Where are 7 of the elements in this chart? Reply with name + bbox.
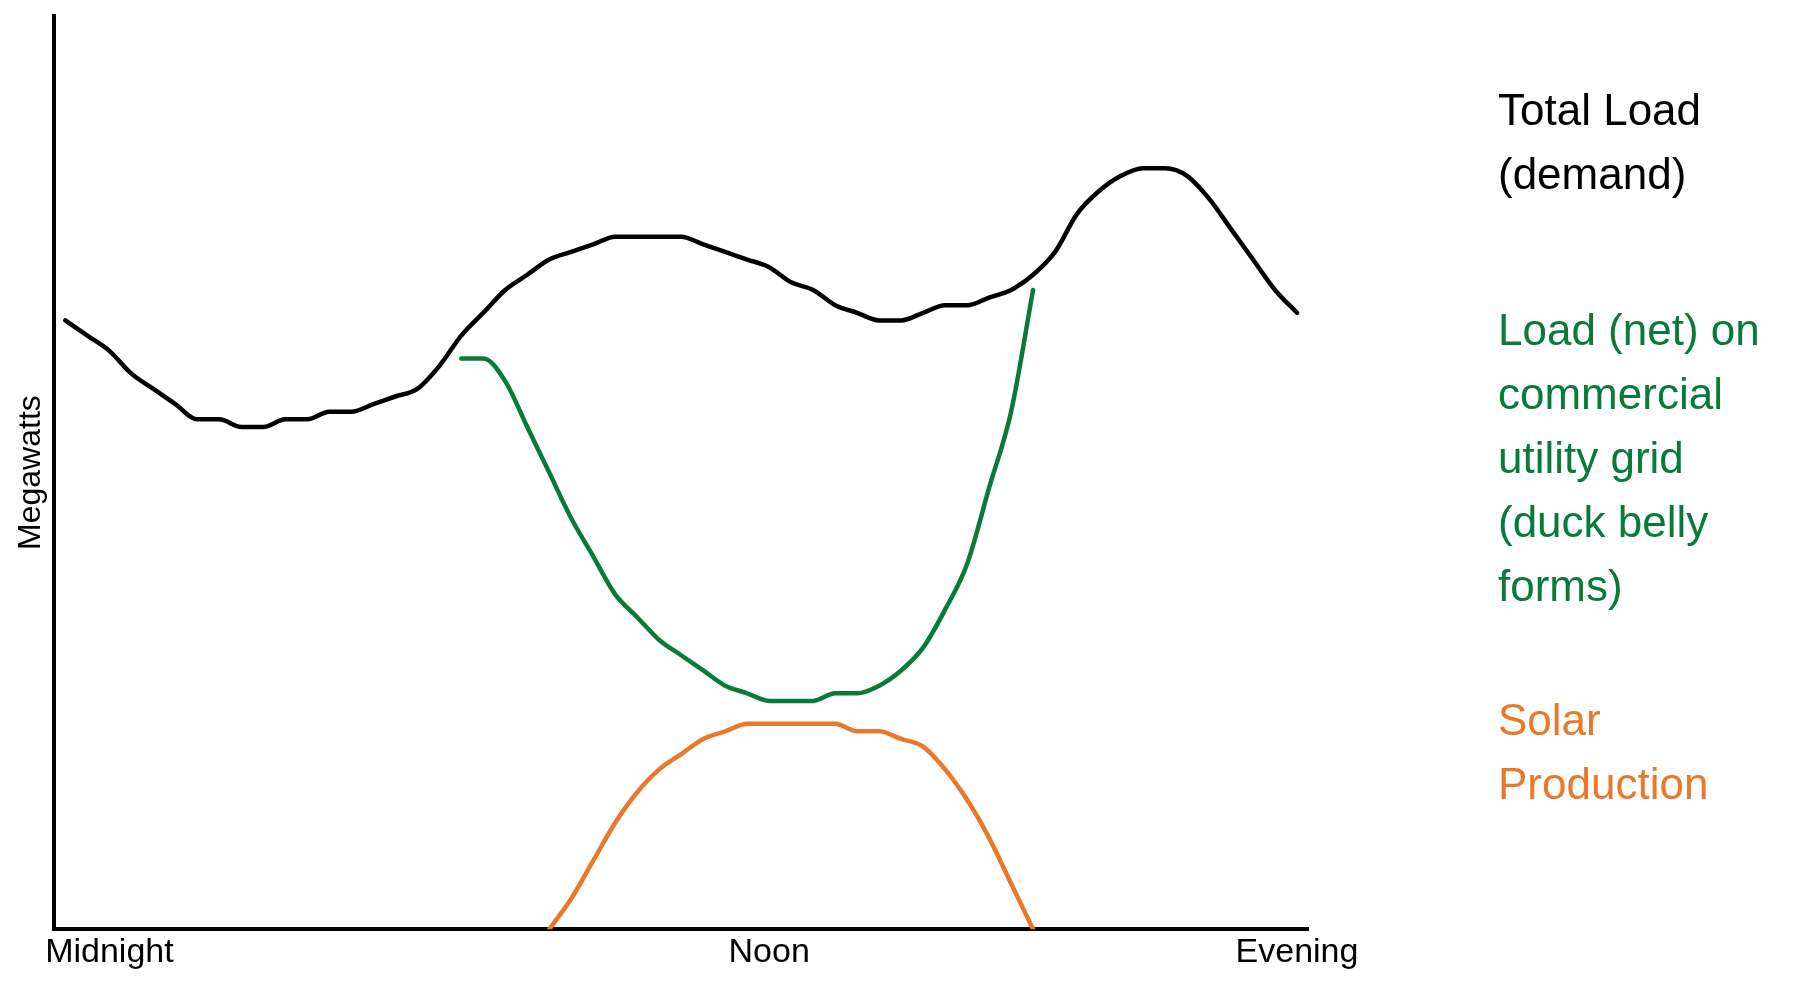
x-tick-label: Evening [1235, 930, 1359, 969]
text: Load (net) on commercial utility grid (duck belly forms) [1498, 304, 1761, 612]
y-axis-title: Megawatts [11, 395, 48, 550]
x-tick-label: Noon [728, 930, 810, 969]
text: Total Load (demand) [1498, 84, 1703, 200]
x-tick-label: Midnight [45, 930, 175, 969]
text: Solar Production [1498, 694, 1710, 810]
